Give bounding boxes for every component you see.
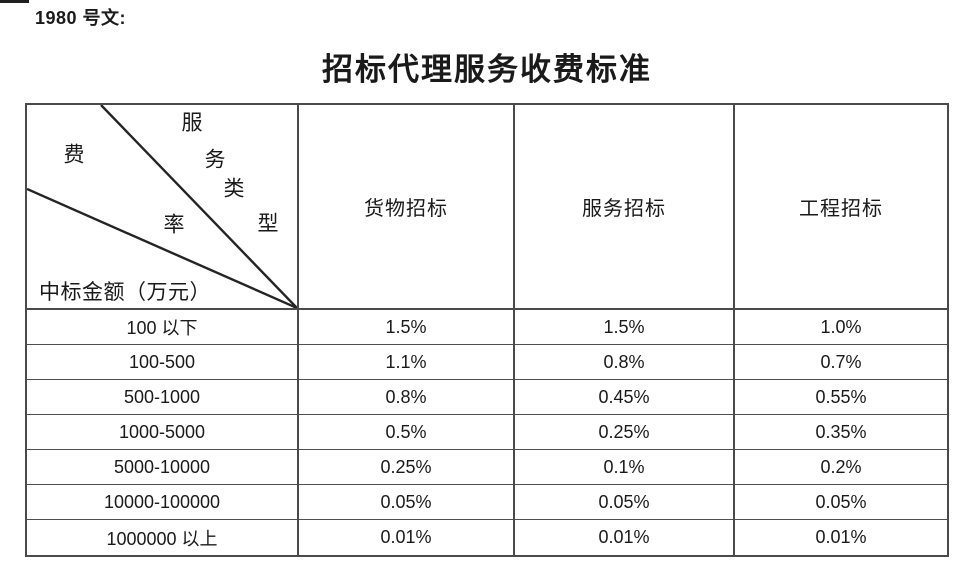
rate-cell: 0.25% [515,415,735,450]
rate-cell: 0.45% [515,380,735,415]
rate-cell: 0.8% [299,380,515,415]
row-axis-label: 中标金额（万元） [39,280,211,304]
corner-type-char-1: 服 [181,110,203,135]
corner-type-char-3: 类 [223,176,245,201]
rate-cell: 0.01% [815,527,867,547]
rate-cell: 0.7% [735,345,947,380]
rate-cell: 1.5% [299,310,515,345]
screenshot-edge-artifact [0,0,29,3]
row-amount: 1000-5000 [27,415,299,450]
rate-cell: 1.5% [515,310,735,345]
rate-cell: 0.1% [515,450,735,485]
page-title: 招标代理服务收费标准 [322,52,652,87]
column-header-goods: 货物招标 [299,105,515,310]
fee-rate-table: 服 务 类 型 费 率 中标金额（万元） 货物招标 服务招标 工程招标 100 … [25,103,949,557]
corner-type-char-4: 型 [257,211,279,236]
column-header-engineering: 工程招标 [735,105,947,310]
column-header-services: 服务招标 [515,105,735,310]
corner-rate-char-2: 率 [163,212,185,237]
rate-cell: 0.2% [735,450,947,485]
row-amount: 1000000 以上 [27,520,299,555]
table-corner-cell: 服 务 类 型 费 率 中标金额（万元） [27,105,299,310]
corner-rate-char-1: 费 [63,142,85,167]
rate-cell: 0.55% [735,380,947,415]
row-amount: 500-1000 [27,380,299,415]
row-amount: 5000-10000 [27,450,299,485]
diagonal-divider-lines [27,105,297,308]
row-amount: 100 以下 [27,310,299,345]
rate-cell: 0.01% [299,520,515,555]
rate-cell: 0.8% [515,345,735,380]
rate-cell: 1.0% [735,310,947,345]
rate-cell: 0.05% [515,485,735,520]
row-amount: 10000-100000 [27,485,299,520]
rate-cell: 0.05% [735,485,947,520]
corner-type-char-2: 务 [204,147,226,172]
rate-cell: 0.35% [735,415,947,450]
rate-cell: 1.1% [299,345,515,380]
rate-cell: 0.01% [515,520,735,555]
rate-cell: 0.5% [299,415,515,450]
rate-cell: 0.25% [299,450,515,485]
doc-number-label: 1980 号文: [35,8,127,28]
row-amount: 100-500 [27,345,299,380]
rate-cell: 0.05% [299,485,515,520]
